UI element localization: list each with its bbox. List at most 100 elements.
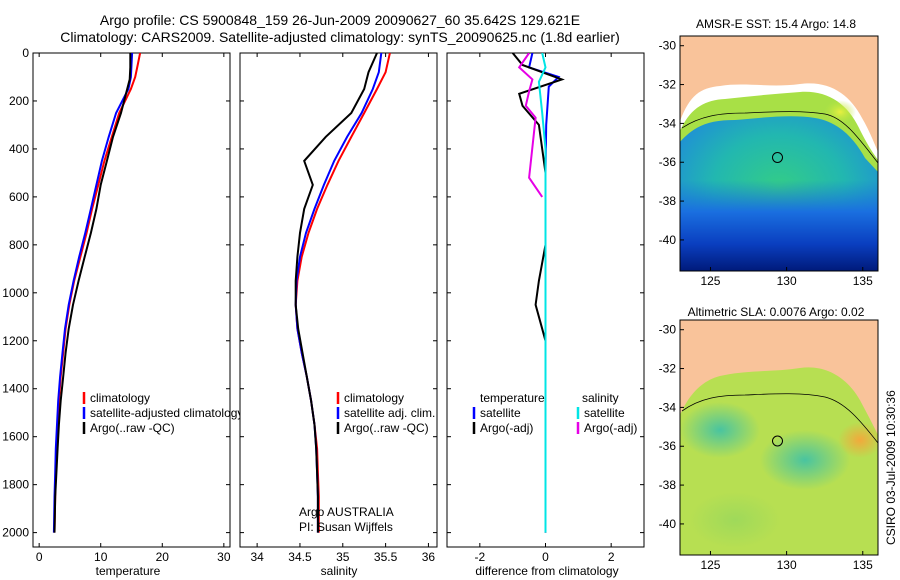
salinity-xtick-label: 36 [422,550,436,564]
sst-map-ytick-label: -30 [659,39,677,53]
sla-map-ytick-label: -40 [659,517,677,531]
sla-map-ticks: 125 130 135 -30 -32 -34 -36 -38 -40 [659,323,873,572]
sst-map-ytick-label: -32 [659,78,677,92]
depth-ytick-label: 1800 [2,478,29,492]
sst-map-xtick-label: 125 [700,274,720,288]
temperature-xtick-label: 0 [36,550,43,564]
sla-map-ytick-label: -32 [659,362,677,376]
depth-ytick-label: 400 [9,142,29,156]
difference-legend-salinity-label: satellite [584,406,625,420]
temperature-panel: 0 10 20 30 0 200 400 600 800 1000 1200 1400 1600 1800… [2,46,243,578]
salinity-xtick-label: 35.5 [374,550,398,564]
difference-ticks: -2 0 2 [447,52,644,564]
depth-ytick-label: 1200 [2,334,29,348]
difference-legend-salinity-heading: salinity [582,391,619,405]
salinity-lines [294,53,391,533]
sla-argo-marker [772,435,783,447]
depth-ytick-label: 1600 [2,430,29,444]
salinity-xtick-label: 35 [336,550,350,564]
depth-ytick-label: 1400 [2,382,29,396]
difference-lines [511,53,565,533]
difference-legend-temperature-heading: temperature [480,391,545,405]
temperature-xlabel: temperature [96,564,161,578]
salinity-legend-label: climatology [344,391,404,405]
sst-warm-patch [824,100,856,124]
depth-ytick-label: 1000 [2,286,29,300]
sst-argo-marker [772,152,783,163]
sla-map-panel: Altimetric SLA: 0.0076 Argo: 0.02 125 130… [659,305,879,572]
sst-map-xtick-label: 130 [777,274,797,288]
depth-ytick-label: 0 [22,46,29,60]
figure-title-line1: Argo profile: CS 5900848_159 26-Jun-2009… [100,12,580,28]
temperature-axes-frame [32,52,231,548]
salinity-axes-frame [239,52,438,548]
temperature-lines [52,53,142,533]
salinity-legend-label: Argo(..raw -QC) [344,421,429,435]
temperature-ticks: 0 10 20 30 0 200 400 600 800 1000 1200 1400 1600 1800… [2,46,231,564]
sst-map-ytick-label: -36 [659,155,677,169]
sst-map-ytick-label: -34 [659,116,677,130]
sst-cold-water [680,180,878,271]
difference-series-salinity-satellite [537,53,547,533]
sla-mid-anomaly [690,492,780,548]
sla-map-frame [679,319,879,556]
figure-title-line2: Climatology: CARS2009. Satellite-adjuste… [60,29,620,45]
sla-map-title: Altimetric SLA: 0.0076 Argo: 0.02 [688,305,865,319]
difference-legend-temperature-label: satellite [480,406,521,420]
salinity-ticks: 34 34.5 35 35.5 36 [240,52,437,564]
sla-contour [681,393,878,444]
difference-xlabel: difference from climatology [475,564,618,578]
sla-low-anomaly-1 [680,402,760,458]
sla-map-ytick-label: -38 [659,478,677,492]
salinity-xlabel: salinity [321,564,358,578]
salinity-legend-label: satellite adj. clim. [344,406,435,420]
difference-xtick-label: -2 [474,550,485,564]
temperature-xtick-label: 20 [156,550,170,564]
sla-map-xtick-label: 130 [777,558,797,572]
difference-series-salinity-argo-adj [517,53,544,198]
salinity-xtick-label: 34.5 [288,550,312,564]
depth-ytick-label: 800 [9,238,29,252]
temperature-legend-label: Argo(..raw -QC) [90,421,175,435]
sst-map-ytick-label: -38 [659,194,677,208]
sla-low-anomaly-2 [760,430,850,490]
sla-map-ytick-label: -30 [659,323,677,337]
sst-map-field [680,36,878,271]
difference-panel: -2 0 2 difference from climatology tempera… [446,52,645,578]
sst-map-ytick-label: -40 [659,233,677,247]
sst-map-frame [679,35,879,272]
sla-map-xtick-label: 135 [853,558,873,572]
temperature-series-argo-raw-qc [53,53,132,533]
sst-contour [681,111,878,164]
depth-ytick-label: 600 [9,190,29,204]
difference-legend-temperature-label: Argo(-adj) [480,421,533,435]
sla-map-field [680,320,878,555]
side-credit: CSIRO 03-Jul-2009 10:30:36 [884,390,898,545]
sst-map-ticks: 125 130 135 -30 -32 -34 -36 -38 -40 [659,39,873,288]
depth-ytick-label: 200 [9,94,29,108]
difference-legend-salinity-label: Argo(-adj) [584,421,637,435]
sla-map-xtick-label: 125 [700,558,720,572]
sla-map-ytick-label: -36 [659,439,677,453]
temperature-series-satellite-adjusted-climatology [52,53,134,533]
temperature-legend-label: satellite-adjusted climatology [90,406,243,420]
sla-map-ytick-label: -34 [659,400,677,414]
sst-map-panel: AMSR-E SST: 15.4 Argo: 14.8 125 130 135 -30… [659,17,879,288]
temperature-xtick-label: 30 [217,550,231,564]
difference-xtick-label: 2 [608,550,615,564]
difference-xtick-label: 0 [542,550,549,564]
temperature-legend-label: climatology [90,391,150,405]
salinity-series-argo-raw-qc [294,53,378,533]
sst-map-title: AMSR-E SST: 15.4 Argo: 14.8 [696,17,856,31]
salinity-annotation-line2: PI: Susan Wijffels [299,520,393,534]
depth-ytick-label: 2000 [2,526,29,540]
salinity-annotation-line1: Argo AUSTRALIA [299,505,394,519]
salinity-xtick-label: 34 [250,550,264,564]
temperature-xtick-label: 10 [94,550,108,564]
salinity-panel: 34 34.5 35 35.5 36 salinity climatologysatel… [239,52,438,578]
sst-map-xtick-label: 135 [853,274,873,288]
